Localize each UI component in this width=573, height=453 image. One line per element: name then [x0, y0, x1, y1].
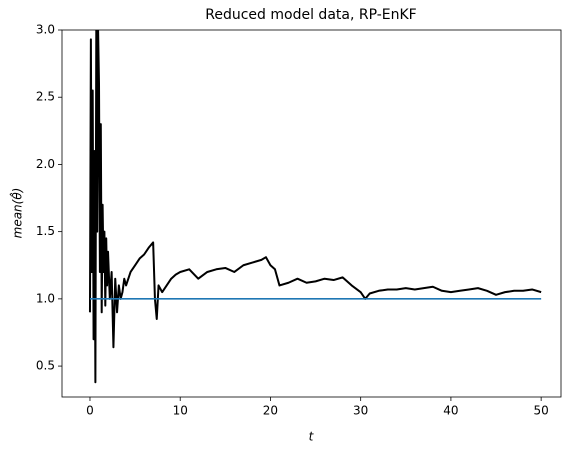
- y-tick-label: 1.0: [36, 291, 55, 305]
- y-tick-label: 2.5: [36, 90, 55, 104]
- x-tick-label: 20: [263, 404, 278, 418]
- x-axis-label: t: [309, 430, 315, 444]
- line: [88, 30, 542, 384]
- plot-area: [88, 30, 542, 384]
- y-tick-label: 2.0: [36, 157, 55, 171]
- y-axis-label: mean(θ̂): [8, 188, 24, 239]
- y-tick-label: 0.5: [36, 359, 55, 373]
- x-tick-label: 40: [443, 404, 458, 418]
- x-tick-label: 30: [353, 404, 368, 418]
- x-tick-label: 10: [173, 404, 188, 418]
- y-tick-label: 3.0: [36, 23, 55, 37]
- y-tick-label: 1.5: [36, 224, 55, 238]
- chart-title: Reduced model data, RP-EnKF: [205, 7, 416, 23]
- x-tick-label: 50: [534, 404, 549, 418]
- axes-frame: [61, 29, 562, 398]
- x-tick-label: 0: [86, 404, 94, 418]
